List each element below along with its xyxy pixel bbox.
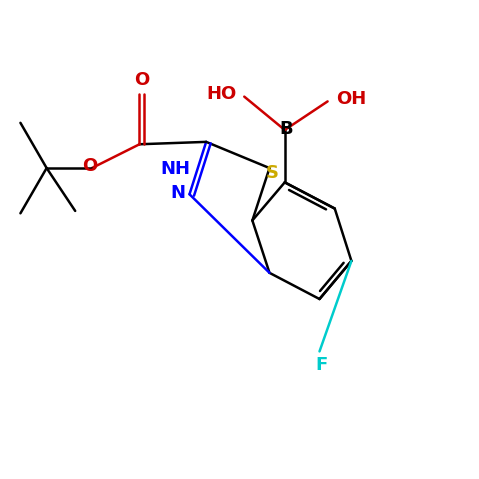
Text: S: S — [265, 164, 278, 182]
Text: N: N — [170, 184, 185, 202]
Text: B: B — [279, 120, 293, 137]
Text: O: O — [82, 157, 97, 175]
Text: NH: NH — [160, 160, 190, 178]
Text: HO: HO — [207, 85, 237, 103]
Text: OH: OH — [336, 90, 366, 108]
Text: F: F — [316, 356, 328, 374]
Text: O: O — [134, 70, 149, 89]
